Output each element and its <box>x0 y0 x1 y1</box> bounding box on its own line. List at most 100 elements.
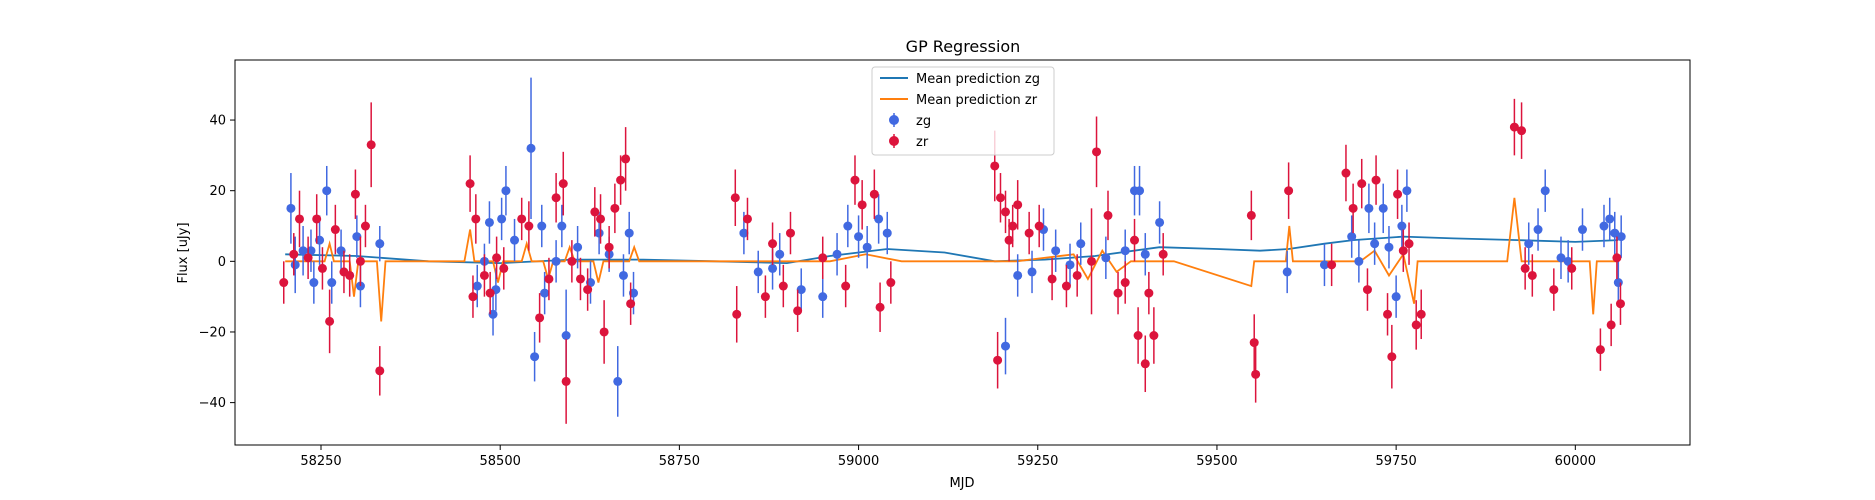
marker-zg <box>832 249 842 259</box>
data-point-zr <box>558 151 568 216</box>
data-point-zg <box>1533 208 1543 251</box>
data-point-zg <box>551 240 561 283</box>
marker-zr <box>1284 186 1294 196</box>
marker-zr <box>350 189 360 199</box>
marker-zg <box>309 278 319 288</box>
data-point-zr <box>768 222 778 265</box>
data-point-zr <box>567 240 577 283</box>
marker-zr <box>886 278 896 288</box>
marker-zr <box>1362 285 1372 295</box>
marker-zg <box>557 221 567 231</box>
marker-zg <box>882 228 892 238</box>
marker-zr <box>465 179 475 189</box>
data-point-zg <box>1391 275 1401 318</box>
marker-zg <box>290 260 300 270</box>
data-point-zr <box>596 194 606 244</box>
data-point-zr <box>517 197 527 241</box>
data-point-zr <box>1149 307 1159 364</box>
marker-zr <box>626 299 636 309</box>
data-point-zr <box>1284 162 1294 219</box>
data-point-zg <box>352 215 362 258</box>
legend-swatch-zr-marker <box>889 136 899 146</box>
data-point-zr <box>583 268 593 311</box>
marker-zr <box>517 214 527 224</box>
marker-zr <box>1013 200 1023 210</box>
marker-zg <box>775 249 785 259</box>
marker-zr <box>303 253 313 263</box>
data-point-zg <box>1347 215 1357 258</box>
data-point-zg <box>618 254 628 297</box>
marker-zr <box>1246 210 1256 220</box>
marker-zr <box>1567 263 1577 273</box>
marker-zg <box>1027 267 1037 277</box>
data-point-zg <box>1101 236 1111 279</box>
marker-zr <box>1047 274 1057 284</box>
data-point-zr <box>599 300 609 364</box>
marker-zg <box>818 292 828 302</box>
data-point-zr <box>1103 190 1113 241</box>
marker-zr <box>561 376 571 386</box>
data-point-zr <box>610 183 620 234</box>
data-point-zr <box>1013 180 1023 230</box>
marker-zr <box>1149 331 1159 341</box>
marker-zr <box>1024 228 1034 238</box>
x-tick-label: 58750 <box>659 454 700 469</box>
marker-zg <box>551 256 561 266</box>
data-point-zr <box>330 204 340 255</box>
x-tick-label: 59500 <box>1196 454 1237 469</box>
marker-zr <box>360 221 370 231</box>
marker-zr <box>355 256 365 266</box>
data-point-zg <box>1076 222 1086 265</box>
data-point-zr <box>1520 247 1530 290</box>
data-point-zr <box>535 293 545 343</box>
data-point-zr <box>1404 222 1414 265</box>
data-point-zr <box>471 194 481 244</box>
data-point-zg <box>1616 215 1626 258</box>
marker-zg <box>1001 341 1011 351</box>
data-point-zr <box>1549 268 1559 311</box>
y-axis: −40 −20 0 20 40 <box>199 114 235 411</box>
data-point-zg <box>1599 204 1609 248</box>
marker-zg <box>1402 186 1412 196</box>
data-point-zr <box>289 233 299 276</box>
marker-zr <box>544 274 554 284</box>
marker-zr <box>760 292 770 302</box>
data-point-zg <box>796 268 806 311</box>
marker-zg <box>375 239 385 249</box>
data-point-zr <box>1158 233 1168 276</box>
x-axis: 58250 58500 58750 59000 59250 59500 59750 60000 <box>300 445 1596 469</box>
x-axis-label: MJD <box>949 476 974 491</box>
marker-zg <box>298 246 308 256</box>
data-point-zg <box>472 264 482 308</box>
marker-zg <box>862 242 872 252</box>
data-point-zg <box>573 226 583 269</box>
marker-zg <box>1577 225 1587 235</box>
marker-zr <box>345 270 355 280</box>
data-point-zg <box>1402 169 1412 212</box>
data-point-zr <box>1034 204 1044 248</box>
marker-zr <box>279 278 289 288</box>
data-point-zr <box>621 127 631 191</box>
marker-zr <box>1404 239 1414 249</box>
data-point-zg <box>843 204 853 248</box>
data-point-zr <box>818 236 828 279</box>
data-point-zg <box>1140 233 1150 276</box>
marker-zr <box>575 274 585 284</box>
marker-zr <box>1393 189 1403 199</box>
data-point-zg <box>526 77 536 219</box>
chart-title: GP Regression <box>906 37 1021 56</box>
data-point-zg <box>862 226 872 269</box>
marker-zr <box>875 302 885 312</box>
data-point-zr <box>499 247 509 290</box>
marker-zr <box>610 203 620 213</box>
marker-zg <box>573 242 583 252</box>
marker-zg <box>484 217 494 227</box>
data-point-zg <box>775 233 785 276</box>
y-tick-label: 40 <box>209 114 226 129</box>
data-point-zg <box>497 197 507 241</box>
marker-zr <box>1509 122 1519 132</box>
data-point-zg <box>537 204 547 248</box>
data-point-zr <box>742 197 752 241</box>
data-point-zr <box>575 257 585 301</box>
